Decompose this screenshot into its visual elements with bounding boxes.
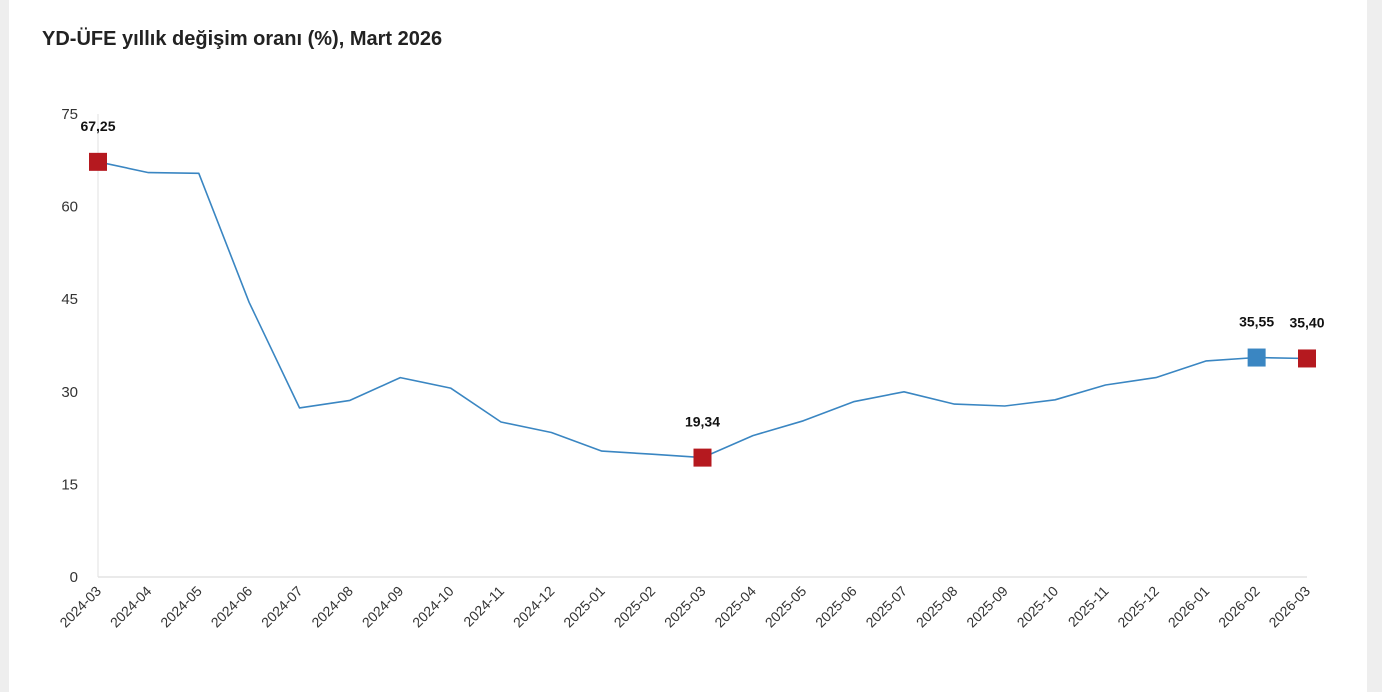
data-label: 19,34 bbox=[685, 414, 720, 430]
highlight-marker bbox=[1247, 348, 1266, 367]
y-tick-label: 45 bbox=[61, 291, 78, 308]
y-tick-label: 15 bbox=[61, 476, 78, 493]
y-tick-label: 30 bbox=[61, 384, 78, 401]
y-tick-label: 0 bbox=[70, 569, 78, 586]
highlight-marker bbox=[89, 152, 107, 171]
x-tick-label: 2026-01 bbox=[1165, 583, 1213, 631]
x-tick-label: 2026-02 bbox=[1215, 583, 1263, 631]
x-tick-label: 2025-09 bbox=[963, 583, 1011, 631]
x-tick-label: 2024-08 bbox=[308, 583, 356, 631]
axes bbox=[97, 114, 1307, 578]
highlight-marker bbox=[693, 448, 712, 467]
highlight-markers bbox=[89, 152, 1316, 467]
x-tick-label: 2025-03 bbox=[661, 583, 709, 631]
x-tick-label: 2025-02 bbox=[611, 583, 659, 631]
data-labels: 67,25 19,34 35,55 35,40 bbox=[80, 118, 1324, 430]
x-tick-label: 2024-04 bbox=[107, 583, 155, 631]
x-tick-label: 2025-12 bbox=[1114, 583, 1162, 631]
x-tick-label: 2024-03 bbox=[56, 583, 104, 631]
x-tick-label: 2024-10 bbox=[409, 583, 457, 631]
y-tick-label: 60 bbox=[61, 199, 78, 216]
x-tick-label: 2025-05 bbox=[762, 583, 810, 631]
x-tick-label: 2025-07 bbox=[862, 583, 910, 631]
highlight-marker bbox=[1298, 349, 1316, 368]
x-tick-label: 2024-07 bbox=[258, 583, 306, 631]
x-tick-label: 2024-05 bbox=[157, 583, 205, 631]
data-label: 35,55 bbox=[1239, 314, 1274, 330]
x-tick-label: 2026-03 bbox=[1265, 583, 1313, 631]
x-tick-label: 2024-09 bbox=[359, 583, 407, 631]
y-tick-labels: 0 15 30 45 60 75 bbox=[61, 106, 78, 586]
x-tick-label: 2025-10 bbox=[1014, 583, 1062, 631]
x-tick-label: 2025-01 bbox=[560, 583, 608, 631]
x-tick-label: 2025-11 bbox=[1065, 583, 1112, 630]
x-tick-labels: 2024-03 2024-04 2024-05 2024-06 2024-07 2024-… bbox=[56, 583, 1313, 631]
x-tick-label: 2025-06 bbox=[812, 583, 860, 631]
y-tick-label: 75 bbox=[61, 106, 78, 123]
x-tick-label: 2025-04 bbox=[711, 583, 759, 631]
x-tick-label: 2024-11 bbox=[460, 583, 507, 630]
chart-title: YD-ÜFE yıllık değişim oranı (%), Mart 20… bbox=[42, 28, 443, 50]
x-tick-label: 2024-06 bbox=[208, 583, 256, 631]
data-label: 35,40 bbox=[1289, 314, 1324, 330]
x-tick-label: 2025-08 bbox=[913, 583, 961, 631]
data-label: 67,25 bbox=[80, 118, 115, 134]
x-tick-label: 2024-12 bbox=[510, 583, 558, 631]
